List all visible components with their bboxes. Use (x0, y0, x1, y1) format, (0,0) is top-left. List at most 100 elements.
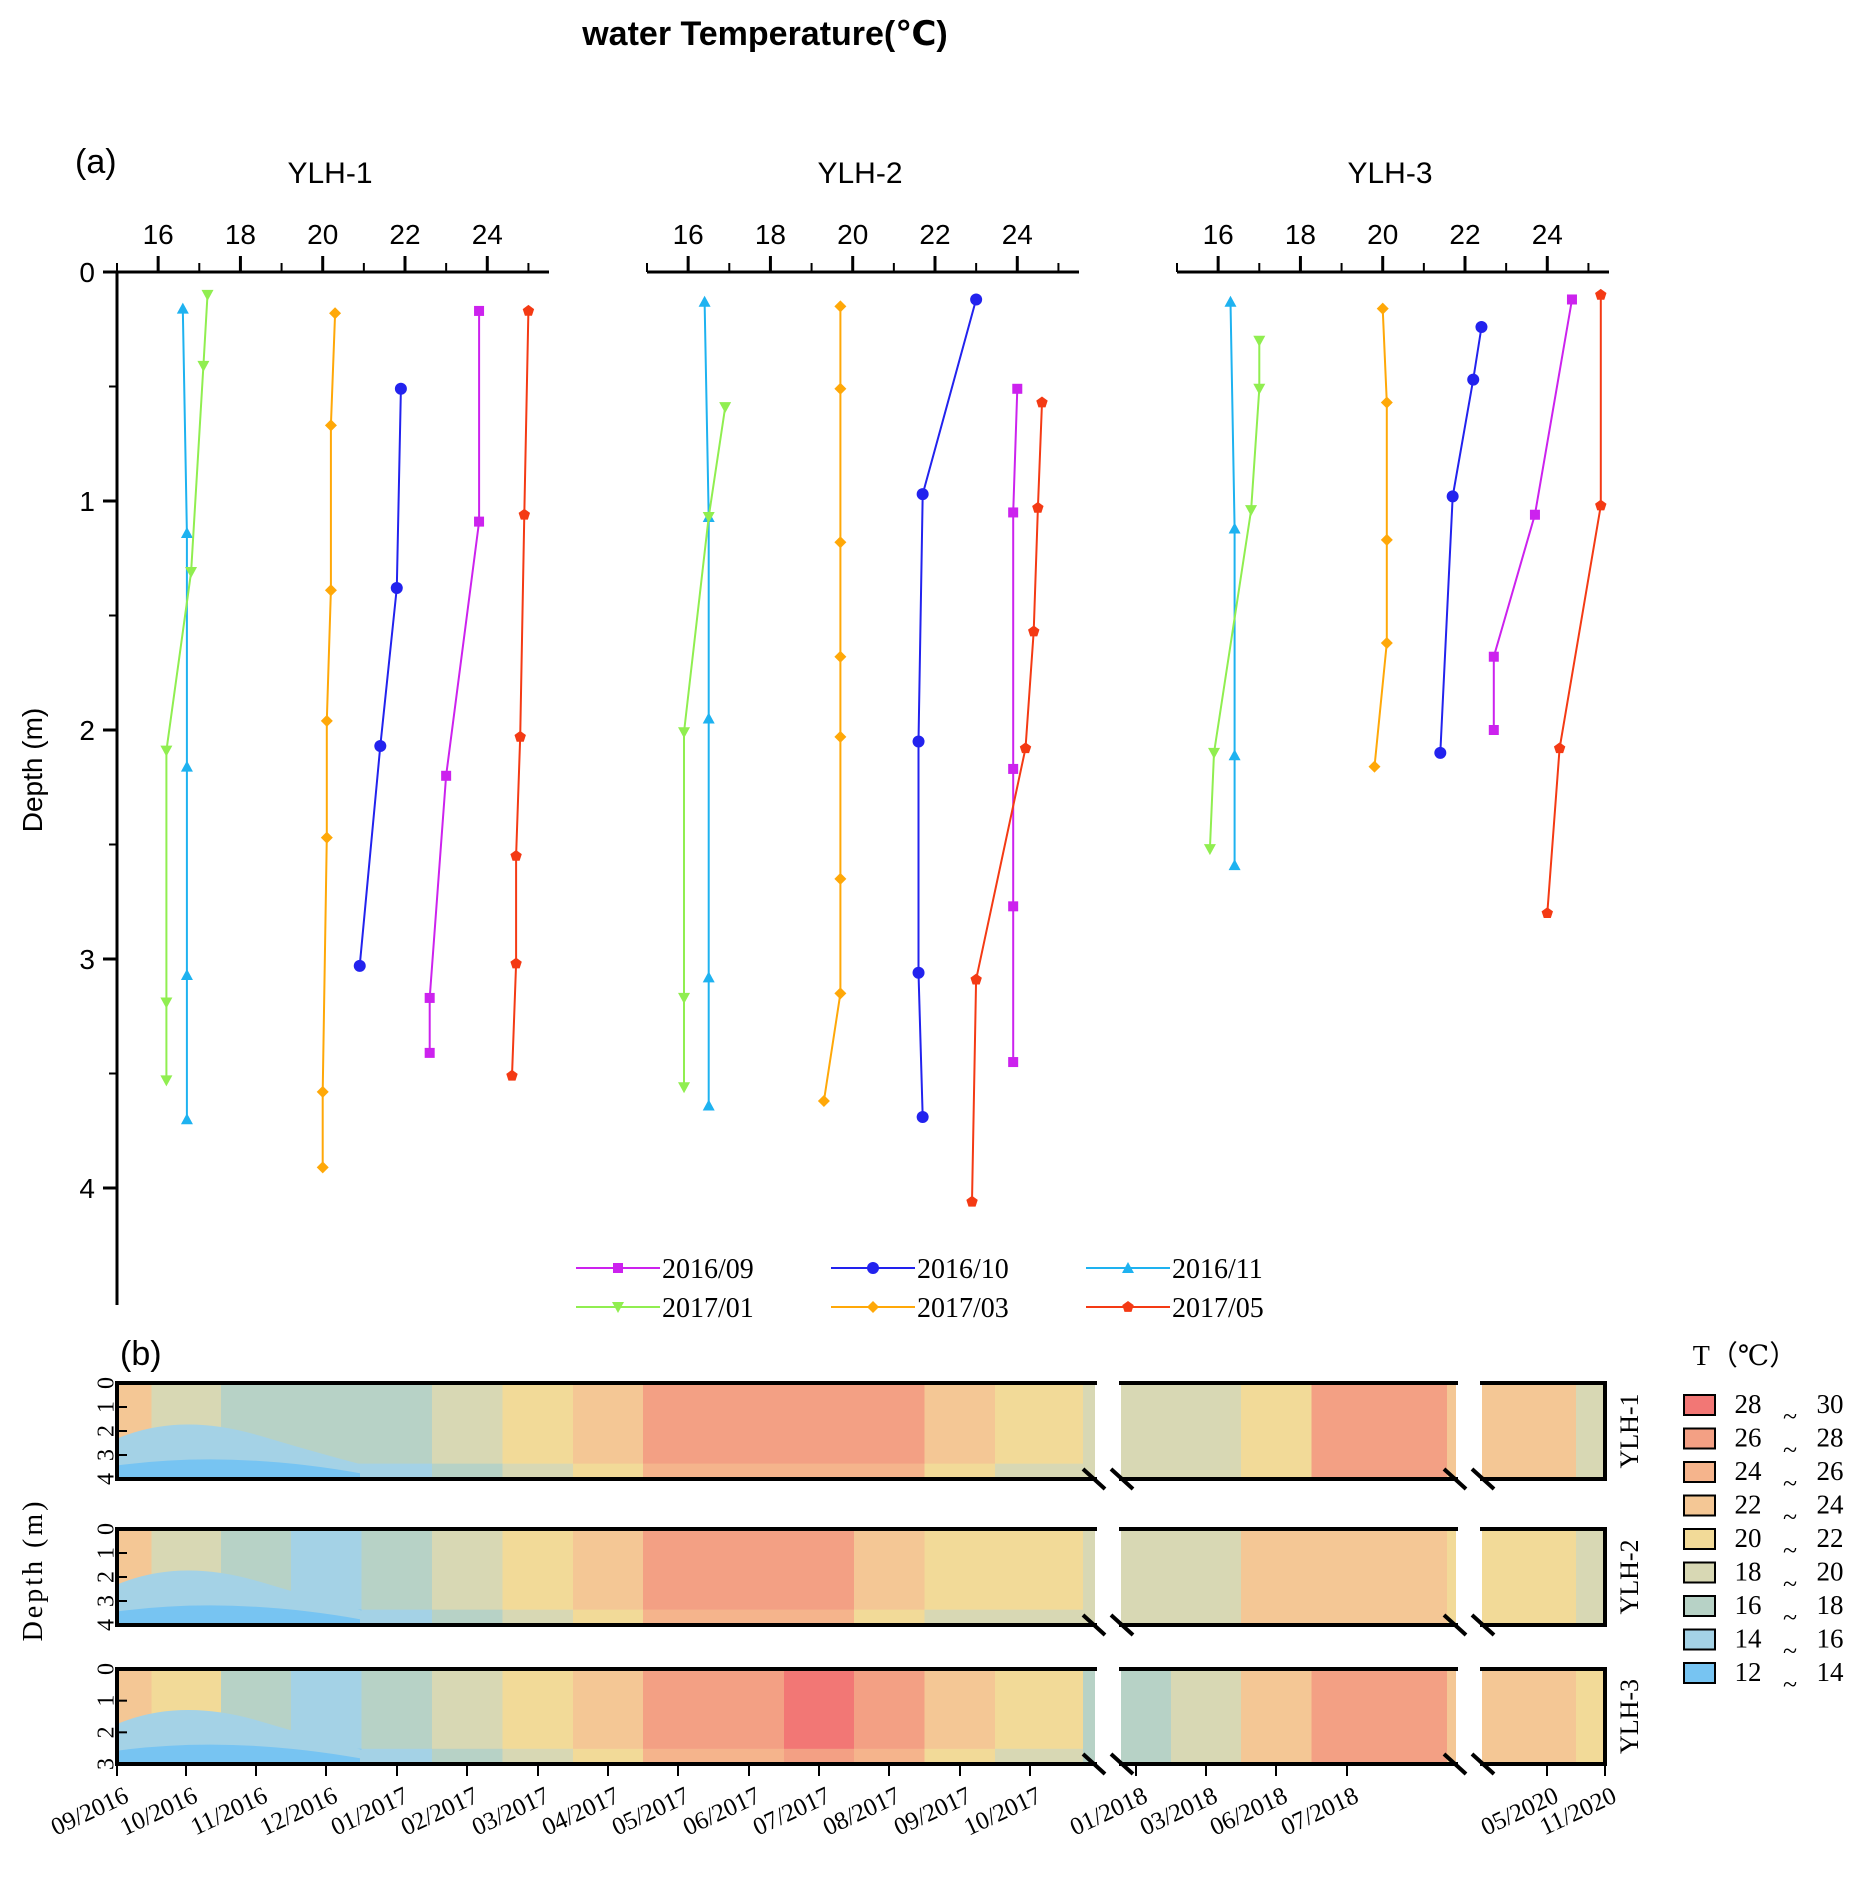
heatmap-legend-low: 28 (1735, 1389, 1762, 1419)
temperature-tick-label: 24 (1002, 219, 1033, 250)
profile-2017-05 (1541, 288, 1607, 919)
temperature-tick-label: 22 (919, 219, 950, 250)
profile-marker (160, 745, 173, 757)
profile-marker (1019, 742, 1032, 754)
subplot-title: YLH-1 (287, 157, 372, 190)
heatmap-cell (361, 1669, 433, 1764)
profile-marker (394, 382, 407, 395)
heatmap-depth-label: 1 (94, 1401, 120, 1413)
heatmap-cell (784, 1383, 855, 1479)
heatmap-cell (854, 1529, 926, 1625)
axis-break-cover (1458, 1622, 1480, 1628)
depth-tick-label: 0 (79, 257, 95, 288)
profile-2017-05 (506, 304, 535, 1081)
heatmap-deep-band (713, 1748, 785, 1764)
time-tick-label: 10/2016 (116, 1782, 202, 1841)
profile-marker (678, 992, 691, 1004)
profile-2016-10 (1434, 320, 1488, 759)
profile-line (1229, 301, 1236, 866)
profile-marker (834, 536, 847, 549)
profile-marker (1446, 490, 1459, 503)
heatmap-cell (643, 1383, 715, 1479)
legend-label: 2016/09 (662, 1254, 754, 1285)
profile-marker (1012, 383, 1023, 394)
legend-marker (1122, 1262, 1134, 1273)
profile-marker (966, 1195, 978, 1207)
profile-marker (1008, 1057, 1019, 1068)
heatmap-cell (1171, 1529, 1242, 1625)
profile-marker (1488, 725, 1499, 735)
profile-2017-01 (160, 289, 214, 1087)
axis-break-mark (1109, 1467, 1135, 1491)
axis-break-cover (1458, 1526, 1480, 1532)
profile-2017-01 (1203, 335, 1266, 856)
axis-break-mark (1470, 1613, 1496, 1637)
profile-marker (474, 516, 485, 527)
axis-break-cover (1097, 1476, 1119, 1482)
heatmap-depth-label: 4 (94, 1619, 120, 1631)
time-tick-label: 03/2018 (1136, 1782, 1222, 1841)
legend-item-2017-03: 2017/03 (831, 1293, 1009, 1324)
heatmap-coldest-lens (117, 1744, 360, 1764)
axis-break-mark (1470, 1752, 1496, 1776)
profile-marker (834, 987, 847, 1000)
heatmap-legend-separator: ~ (1783, 1603, 1797, 1632)
heatmap-legend-separator: ~ (1783, 1637, 1797, 1666)
temperature-tick-label: 16 (143, 219, 174, 250)
profile-marker (506, 1069, 518, 1081)
profile-line (1012, 388, 1019, 1063)
heatmap-cell (784, 1529, 855, 1625)
heatmap-cell (432, 1383, 504, 1479)
profile-marker (324, 419, 337, 432)
temperature-tick-label: 20 (1367, 219, 1398, 250)
heatmap-cell (924, 1529, 996, 1625)
heatmap-deep-band (713, 1609, 785, 1625)
heatmap-deep-band (995, 1609, 1084, 1625)
heatmap-legend-high: 16 (1817, 1624, 1844, 1654)
heatmap-deep-band (573, 1463, 644, 1479)
heatmap-legend-low: 16 (1735, 1590, 1762, 1620)
profile-marker (1008, 507, 1019, 518)
axis-break-mark (1470, 1467, 1496, 1491)
axis-break-gap (1456, 1667, 1482, 1766)
heatmap-depth-label: 2 (94, 1571, 120, 1583)
profile-line (428, 310, 481, 1053)
heatmap-deep-band (854, 1748, 926, 1764)
profile-marker (1380, 636, 1393, 649)
legend-marker (612, 1302, 624, 1313)
profile-marker (424, 992, 435, 1003)
profile-line (165, 294, 209, 1081)
axis-break-gap (1456, 1381, 1482, 1481)
profile-marker (1380, 396, 1393, 409)
depth-tick-label: 3 (79, 944, 95, 975)
heatmap-legend-low: 14 (1735, 1624, 1763, 1654)
heatmap-deep-band (432, 1609, 504, 1625)
profile-marker (1036, 396, 1048, 408)
time-tick-label: 06/2018 (1206, 1782, 1292, 1841)
profile-2016-10 (353, 382, 407, 972)
heatmap-cell (502, 1383, 574, 1479)
heatmap-deep-band (432, 1748, 504, 1764)
temperature-tick-label: 22 (389, 219, 420, 250)
heatmap-cell (573, 1529, 644, 1625)
time-tick-label: 01/2017 (327, 1782, 413, 1841)
profile-marker (353, 959, 366, 972)
heatmap-deep-band (995, 1463, 1084, 1479)
depth-axis: 0 1 2 3 4 Depth (m) (17, 257, 119, 1305)
heatmap-deep-band (924, 1609, 996, 1625)
time-tick-label: 07/2017 (749, 1782, 835, 1841)
profile-2016-09 (424, 305, 485, 1058)
profile-marker (329, 307, 342, 320)
time-tick-label: 01/2018 (1066, 1782, 1152, 1841)
heatmap-coldest-lens (117, 1605, 360, 1625)
heatmap-legend-swatch (1683, 1628, 1716, 1651)
axis-break-cover (1458, 1666, 1480, 1672)
heatmap-legend-item: 26 ~28 (1683, 1423, 1844, 1465)
legend-marker (867, 1262, 879, 1274)
heatmap-deep-band (713, 1463, 785, 1479)
heatmap-cell (924, 1383, 996, 1479)
axis-break-cover (1097, 1526, 1119, 1532)
profile-line (1492, 299, 1573, 730)
